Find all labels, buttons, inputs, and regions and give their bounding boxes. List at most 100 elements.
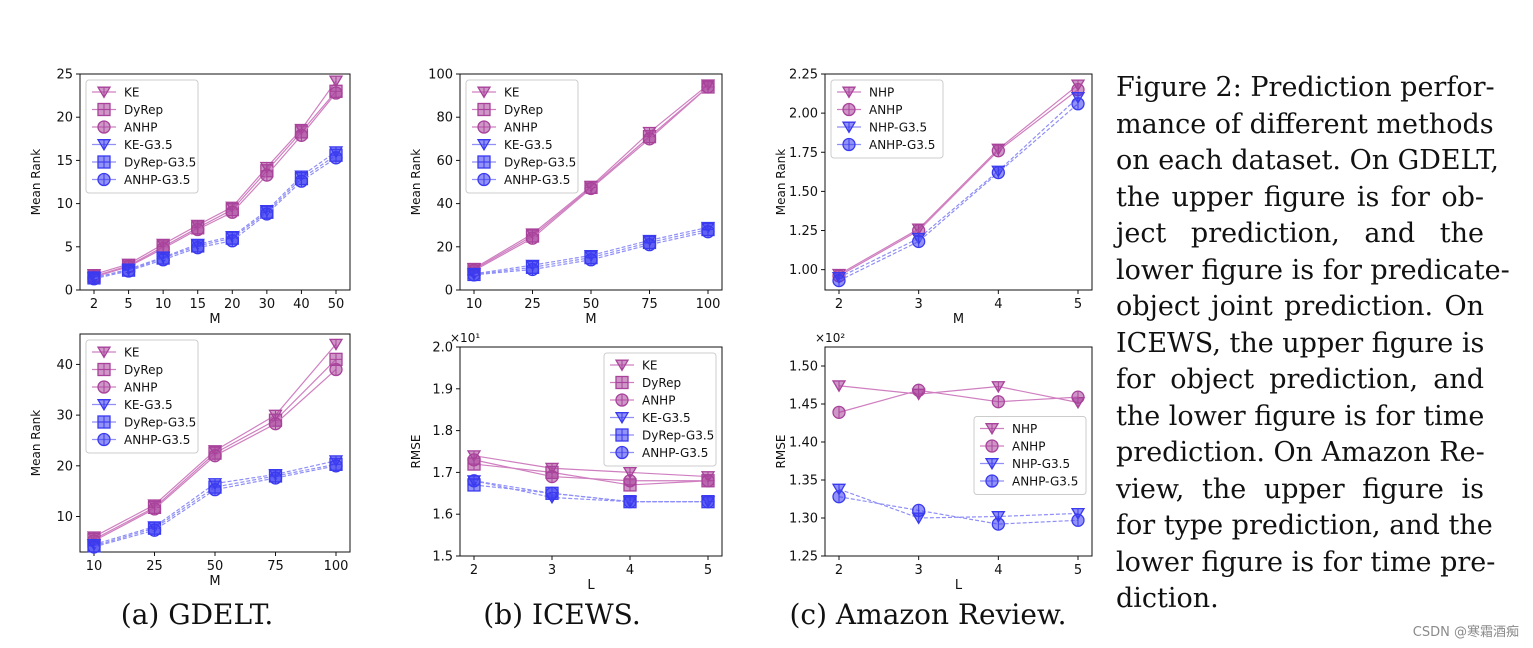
y-tick-label: 2.25 [789,68,818,83]
subcaption-gdelt: (a) GDELT. [121,598,273,631]
y-tick-label: 80 [436,111,453,126]
y-tick-label: 10 [56,510,73,525]
x-tick-label: 30 [259,297,276,312]
series-markers [467,80,715,278]
legend-marker [615,428,629,442]
legend-marker [96,399,112,412]
y-tick-label: 40 [56,358,73,373]
x-tick-label: 50 [207,559,224,574]
legend-box [465,79,579,194]
x-axis-label: M [953,312,964,327]
series-line [473,459,708,482]
legend-label: KE [504,86,519,100]
legend-marker [97,415,111,429]
legend-label: NHP-G3.5 [1012,457,1070,471]
legend-box [973,416,1087,495]
legend-marker [841,121,857,134]
y-axis-label: Mean Rank [29,410,43,477]
x-axis-label: M [585,312,596,327]
series-line [838,84,1079,275]
legend-label: DyRep [504,103,543,117]
x-tick-label: 15 [189,297,206,312]
x-tick-label: 100 [324,559,349,574]
legend-marker [615,393,629,407]
legend-marker [615,375,629,390]
legend-label: NHP [869,86,894,100]
x-tick-label: 50 [328,297,345,312]
legend-label: DyRep [124,363,163,377]
y-tick-label: 20 [56,111,73,126]
series-line [838,488,1079,519]
legend-marker [476,86,492,99]
legend-marker [97,172,111,187]
x-tick-label: 2 [90,297,98,312]
x-tick-label: 20 [224,297,241,312]
x-tick-label: 2 [470,563,478,578]
y-tick-label: 15 [56,154,73,169]
legend-box [830,79,944,159]
x-axis-label: L [587,578,595,593]
legend: KE DyRep ANHP KE-G3.5 DyRep-G3.5 ANHP-G3.5 [85,79,199,194]
legend-marker [842,137,856,152]
chart-amazon-top: 2 3 4 5 1.00 1.25 1.50 1.75 2.00 2.25 M Mean Rank NH… [774,68,1093,327]
caption-line: for object prediction, and [1116,364,1484,395]
y-axis-label: RMSE [409,435,423,469]
series-markers [467,474,715,509]
legend-label: DyRep-G3.5 [504,156,576,170]
legend-box [603,352,717,467]
series-line [838,496,1079,525]
y-tick-label: 100 [428,68,453,83]
x-tick-label: 2 [835,297,843,312]
legend-label: ANHP [124,381,157,395]
x-tick-label: 5 [704,563,712,578]
legend-box [85,79,199,194]
legend: KE DyRep ANHP KE-G3.5 DyRep-G3.5 ANHP-G3.5 [85,339,199,454]
x-tick-label: 10 [466,297,483,312]
x-tick-label: 5 [1074,563,1082,578]
caption-line: ICEWS, the upper figure is [1116,327,1485,359]
figure-caption: Figure 2: Prediction perfor- mance of di… [1116,70,1510,618]
legend-label: DyRep [124,103,163,117]
y-tick-label: 1.9 [432,382,453,397]
y-tick-label: 60 [436,154,453,169]
legend-marker [476,139,492,152]
y-tick-label: 2.0 [432,341,453,356]
legend-label: ANHP-G3.5 [1012,475,1078,489]
series-markers [87,459,343,554]
caption-line: Figure 2: Prediction perfor- [1116,72,1495,103]
legend-marker [96,139,112,152]
series-line [473,484,708,503]
y-tick-label: 20 [436,240,453,255]
y-tick-label: 1.50 [789,360,818,375]
legend-label: ANHP-G3.5 [642,446,708,460]
legend-label: DyRep-G3.5 [124,156,196,170]
caption-line: lower figure is for time pre- [1116,546,1496,578]
x-tick-label: 3 [915,563,923,578]
chart-gdelt-bottom: 10 25 50 75 100 10 20 30 40 M Mean Rank KE DyRep ANHP… [29,333,351,589]
x-tick-label: 2 [835,563,843,578]
legend-marker [477,102,491,117]
legend-label: NHP-G3.5 [869,121,927,135]
series-line [473,226,709,275]
x-tick-label: 5 [1074,297,1082,312]
legend-label: NHP [1012,422,1037,436]
legend-label: KE [124,346,139,360]
watermark: CSDN @寒霜酒痴 [1412,625,1519,640]
legend-marker [985,474,999,488]
caption-line: prediction. On Amazon Re- [1116,437,1485,468]
caption-line: object joint prediction. On [1116,291,1484,322]
legend-marker [97,432,111,447]
legend-label: ANHP [504,121,537,135]
legend-label: KE [124,86,139,100]
caption-line: view, the upper figure is [1116,473,1484,505]
y-tick-label: 1.5 [432,550,453,565]
legend-marker [97,380,111,394]
legend-marker [477,172,491,187]
caption-line: on each dataset. On GDELT, [1116,145,1499,176]
y-tick-label: 40 [436,197,453,212]
series-line [838,103,1079,282]
caption-line: mance of different methods [1116,108,1494,140]
legend-label: KE-G3.5 [504,138,553,152]
series-markers [467,225,715,282]
